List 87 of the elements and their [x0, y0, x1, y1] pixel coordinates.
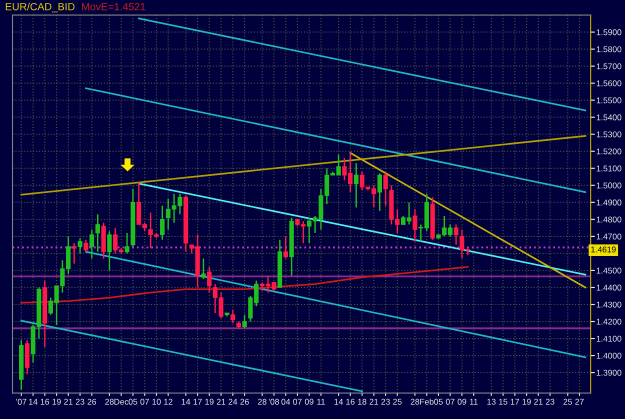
y-tick-label: 1.5200: [596, 148, 622, 154]
y-tick-label: 1.4200: [596, 318, 622, 325]
x-tick-label: 28: [410, 398, 420, 405]
candlestick: [454, 224, 458, 246]
x-tick-label: Feb: [420, 398, 434, 405]
x-tick-label: 16: [40, 398, 50, 405]
x-tick-label: Dec: [114, 398, 128, 405]
y-tick-label: 1.5700: [596, 63, 622, 70]
x-tick-label: 21: [216, 398, 226, 405]
y-tick-label: 1.4500: [596, 268, 622, 274]
candlestick: [242, 314, 247, 330]
x-tick-label: 14: [334, 398, 343, 405]
x-tick-label: 19: [52, 398, 61, 405]
candlestick: [283, 236, 288, 260]
x-tick-label: '07: [16, 398, 26, 405]
x-tick-label: 10: [152, 398, 161, 405]
candlestick: [230, 308, 236, 324]
x-tick-label: 21: [370, 398, 378, 405]
x-tick-label: 23: [381, 398, 390, 405]
x-tick-label: 12: [164, 398, 172, 405]
x-tick-label: 07: [446, 398, 454, 405]
x-tick-label: 23: [546, 398, 554, 405]
candlestick: [78, 237, 82, 254]
x-tick-label: 17: [510, 398, 520, 405]
x-tick-label: 27: [575, 398, 584, 405]
x-tick-label: 24: [228, 398, 238, 405]
y-tick-label: 1.4300: [596, 302, 622, 308]
y-tick-label: 1.5300: [596, 131, 622, 138]
y-tick-label: 1.4400: [596, 284, 622, 291]
x-tick-label: 28: [258, 398, 266, 405]
candlestick: [107, 230, 112, 272]
candlestick: [354, 162, 358, 208]
x-tick-label: 18: [358, 398, 366, 405]
x-tick-label: 21: [534, 398, 543, 405]
candlestick: [124, 232, 130, 254]
x-tick-label: 05: [128, 398, 138, 405]
y-tick-label: 1.5100: [596, 166, 622, 172]
candlestick: [24, 340, 30, 375]
y-tick-label: 1.5600: [596, 80, 622, 86]
x-tick-label: 16: [346, 398, 355, 405]
candlestick: [377, 172, 382, 212]
x-tick-label: 09: [458, 398, 466, 405]
x-tick-label: 21: [64, 398, 73, 405]
line-series: [20, 266, 469, 304]
y-tick-label: 1.5400: [596, 114, 622, 120]
x-tick-label: 15: [499, 398, 508, 405]
y-tick-label: 1.3900: [596, 370, 622, 376]
x-tick-label: 26: [88, 398, 96, 405]
candlestick: [84, 239, 88, 252]
x-tick-label: 14: [29, 398, 38, 405]
x-tick-label: 19: [522, 398, 531, 405]
x-tick-label: 23: [76, 398, 84, 405]
y-tick-label: 1.5000: [596, 182, 622, 188]
candlestick: [95, 214, 100, 252]
x-tick-label: 07: [293, 398, 302, 405]
x-tick-label: 17: [194, 398, 202, 405]
y-tick-label: 1.4900: [596, 200, 622, 206]
candlestick: [160, 205, 165, 240]
x-tick-label: 25: [393, 398, 402, 405]
y-tick-label: 1.5900: [596, 29, 622, 36]
annotation: 1.4619: [591, 246, 616, 252]
x-tick-label: 13: [487, 398, 496, 405]
x-tick-label: '08: [268, 398, 280, 405]
x-tick-label: 14: [182, 398, 190, 405]
x-tick-label: 11: [470, 398, 478, 405]
y-tick-label: 1.4100: [596, 336, 622, 342]
x-tick-label: 07: [140, 398, 149, 405]
x-tick-label: 25: [563, 398, 572, 405]
x-tick-label: 05: [434, 398, 443, 405]
x-tick-label: 11: [317, 398, 325, 405]
y-tick-label: 1.5800: [596, 46, 622, 52]
candlestick: [412, 208, 418, 242]
text: MovE=1.4521: [82, 2, 146, 10]
y-tick-label: 1.5500: [596, 97, 622, 104]
candlestick: [383, 172, 388, 206]
x-tick-label: 09: [304, 398, 314, 405]
x-tick-label: 26: [240, 398, 249, 405]
y-tick-label: 1.4700: [596, 234, 622, 240]
y-tick-label: 1.4800: [596, 216, 622, 222]
chart-title: EUR/CAD_BID: [6, 2, 75, 12]
x-tick-label: 28: [105, 398, 114, 405]
y-tick-label: 1.4000: [596, 352, 622, 359]
candlestick: [90, 228, 94, 260]
candlestick: [201, 258, 206, 280]
x-tick-label: 19: [205, 398, 214, 405]
x-tick-label: 04: [281, 398, 290, 405]
candlestick: [207, 266, 212, 294]
